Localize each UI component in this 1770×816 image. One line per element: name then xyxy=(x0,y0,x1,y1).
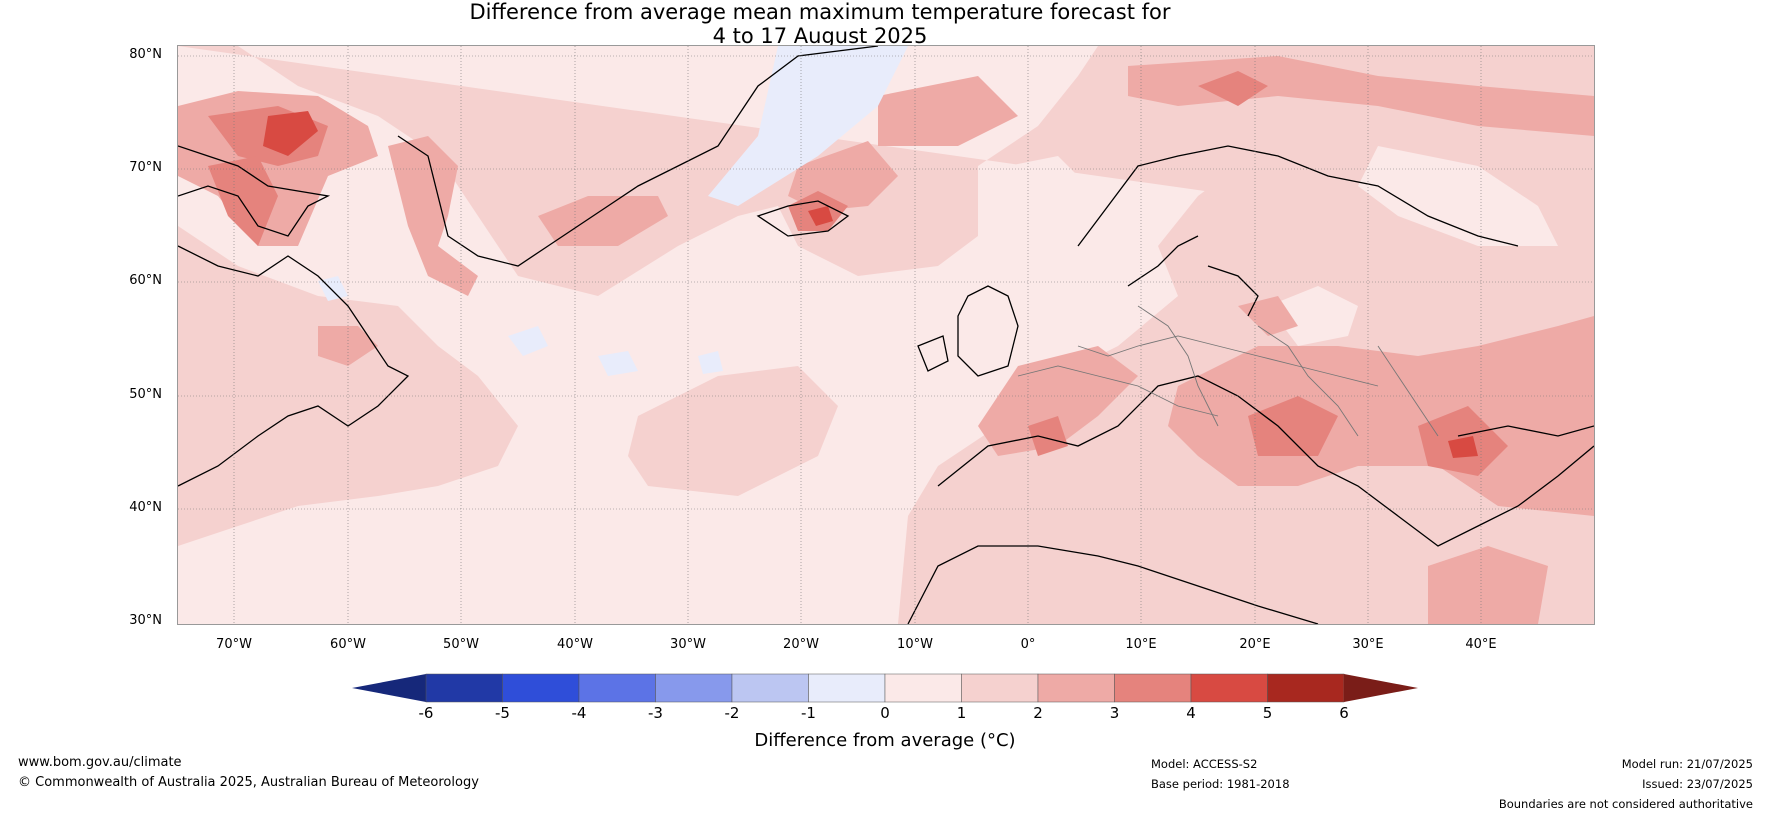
map-canvas xyxy=(178,46,1594,624)
title-line-2: 4 to 17 August 2025 xyxy=(712,24,928,48)
colorbar-segment xyxy=(961,673,1039,703)
colorbar-tick-label: -1 xyxy=(801,704,816,722)
colorbar-tick-label: -4 xyxy=(571,704,587,722)
forecast-map xyxy=(177,45,1595,625)
colorbar-tick-label: 3 xyxy=(1109,704,1120,722)
lat-label-60n: 60°N xyxy=(129,273,162,288)
colorbar-extend-high xyxy=(1344,674,1418,702)
coastlines xyxy=(178,46,1594,624)
colorbar-segment xyxy=(808,673,886,703)
gridlines xyxy=(178,46,1594,624)
lon-label-60w: 60°W xyxy=(330,637,366,652)
colorbar-segment xyxy=(1190,673,1268,703)
lon-label-30w: 30°W xyxy=(670,637,706,652)
footer-model-run: Model run: 21/07/2025 xyxy=(1621,757,1753,771)
lon-label-40e: 40°E xyxy=(1465,637,1497,652)
colorbar-tick-label: 6 xyxy=(1339,704,1349,722)
lon-label-30e: 30°E xyxy=(1352,637,1384,652)
lat-label-40n: 40°N xyxy=(129,500,162,515)
lon-label-20e: 20°E xyxy=(1239,637,1271,652)
colorbar-segment xyxy=(502,673,580,703)
colorbar-tick-label: 2 xyxy=(1033,704,1043,722)
colorbar-tick-label: 0 xyxy=(880,704,890,722)
colorbar-tick-label: -3 xyxy=(648,704,663,722)
colorbar xyxy=(352,673,1418,703)
country-borders xyxy=(1017,305,1439,437)
colorbar-tick-label: 5 xyxy=(1262,704,1273,722)
colorbar-segment xyxy=(1267,673,1345,703)
lon-label-10e: 10°E xyxy=(1125,637,1157,652)
footer-model: Model: ACCESS-S2 xyxy=(1151,757,1258,771)
lon-label-10w: 10°W xyxy=(897,637,933,652)
colorbar-segment xyxy=(1037,673,1115,703)
footer-disclaimer: Boundaries are not considered authoritat… xyxy=(1498,797,1753,811)
lon-label-20w: 20°W xyxy=(783,637,819,652)
lon-label-70w: 70°W xyxy=(216,637,252,652)
lat-label-70n: 70°N xyxy=(129,160,162,175)
colorbar-tick-label: -5 xyxy=(495,704,510,722)
lon-label-50w: 50°W xyxy=(443,637,479,652)
colorbar-tick-label: -6 xyxy=(418,704,434,722)
lat-label-30n: 30°N xyxy=(129,613,162,628)
anomaly-4-5-regions xyxy=(263,111,1478,458)
footer-copyright: © Commonwealth of Australia 2025, Austra… xyxy=(18,775,479,790)
lat-label-80n: 80°N xyxy=(129,47,162,62)
colorbar-label: Difference from average (°C) xyxy=(754,730,1016,751)
colorbar-tick-label: -2 xyxy=(724,704,740,722)
colorbar-tick-label: 4 xyxy=(1186,704,1196,722)
lat-label-50n: 50°N xyxy=(129,387,162,402)
colorbar-segment xyxy=(884,673,962,703)
lon-label-40w: 40°W xyxy=(557,637,593,652)
lon-label-0: 0° xyxy=(1020,637,1036,652)
colorbar-extend-low xyxy=(352,674,426,702)
footer-issued: Issued: 23/07/2025 xyxy=(1642,777,1753,791)
colorbar-segment xyxy=(578,673,656,703)
colorbar-segment xyxy=(1114,673,1192,703)
colorbar-segment xyxy=(425,673,503,703)
colorbar-tick-label: 1 xyxy=(956,704,967,722)
colorbar-segment xyxy=(731,673,809,703)
map-title: Difference from average mean maximum tem… xyxy=(0,0,1705,48)
footer-website: www.bom.gov.au/climate xyxy=(18,755,182,770)
footer-base-period: Base period: 1981-2018 xyxy=(1151,777,1290,791)
title-line-1: Difference from average mean maximum tem… xyxy=(469,0,1171,24)
colorbar-segment xyxy=(655,673,733,703)
